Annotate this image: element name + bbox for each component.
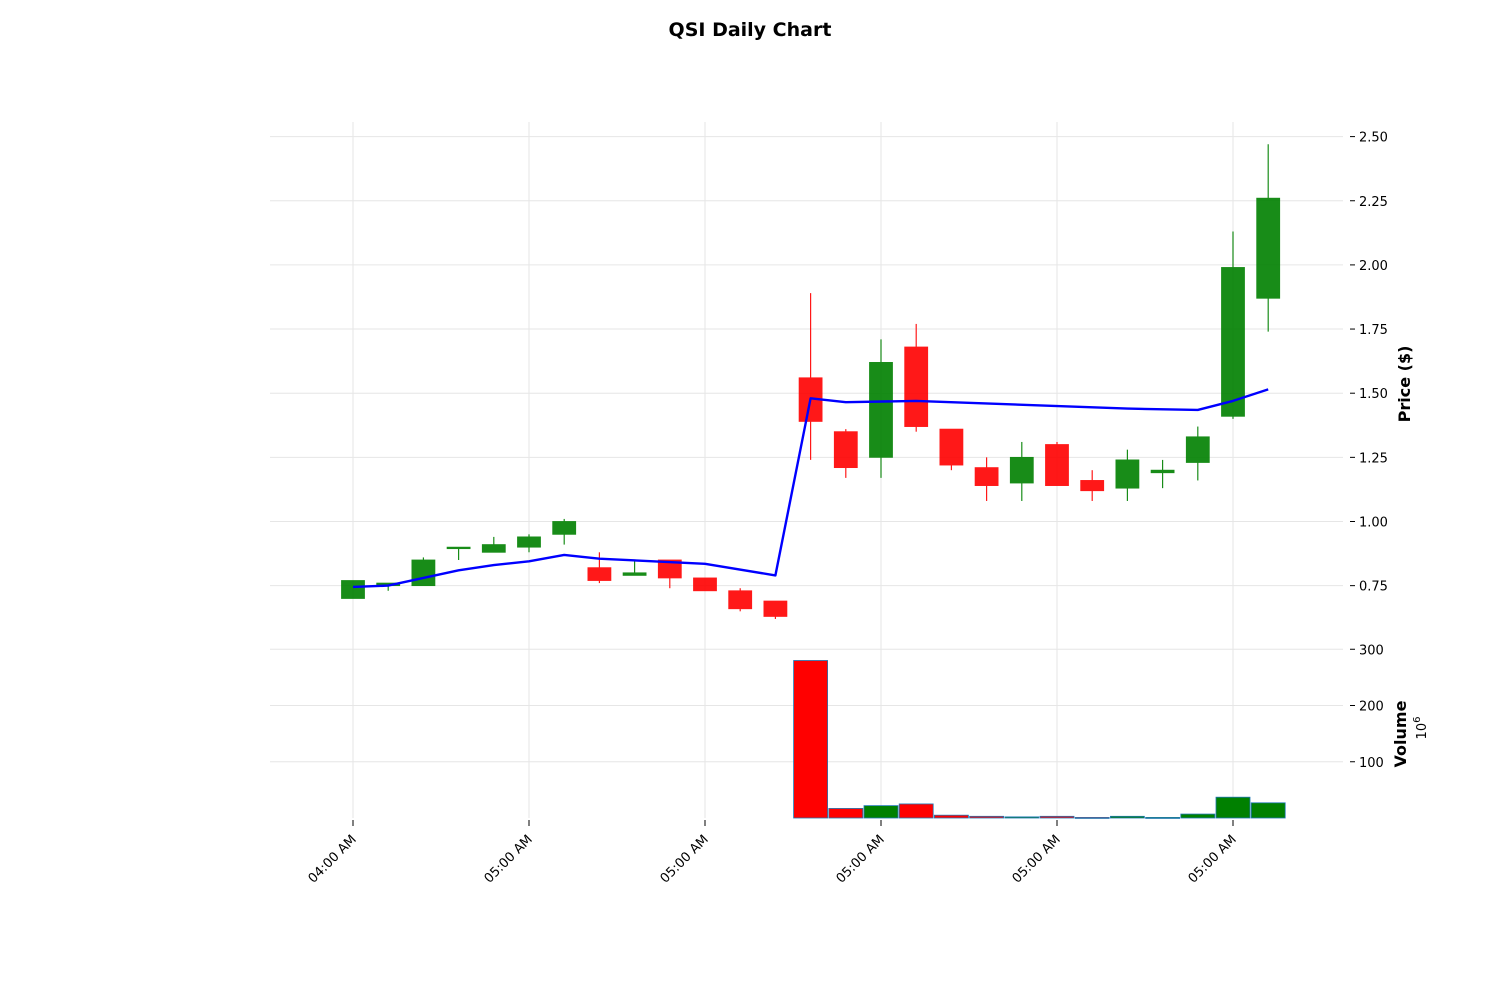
- price-tick-label: 1.25: [1359, 451, 1388, 466]
- volume-tick-label: 200: [1359, 700, 1384, 715]
- x-tick-label: 05:00 AM: [1186, 832, 1240, 886]
- candle-up: [1221, 231, 1245, 419]
- candle-down: [657, 559, 682, 589]
- candle-down: [939, 428, 964, 471]
- x-tick-label: 05:00 AM: [482, 832, 536, 886]
- candle-down: [1080, 470, 1105, 501]
- volume-bar: [1074, 817, 1110, 819]
- candle-up: [1115, 449, 1140, 501]
- volume-bar: [793, 660, 828, 819]
- candle-body: [1150, 469, 1175, 474]
- volume-tick-label: 300: [1359, 643, 1384, 658]
- volume-bar: [1039, 815, 1075, 819]
- volume-tick-label: 100: [1359, 756, 1384, 771]
- candle-body: [974, 467, 999, 486]
- price-tick-label: 1.00: [1359, 516, 1388, 531]
- candle-body: [587, 567, 612, 581]
- candle-body: [939, 428, 964, 466]
- candle-up: [411, 557, 436, 587]
- candle-body: [1080, 480, 1105, 492]
- candle-body: [1045, 444, 1069, 486]
- volume-bar: [898, 803, 934, 819]
- price-axis: 0.75 1.00 1.25 1.50 1.75 2.00 2.25 2.50: [1350, 131, 1388, 595]
- candle-body: [622, 572, 647, 576]
- moving-average-line: [352, 388, 1269, 589]
- candle-up: [869, 339, 893, 478]
- candle-up: [1009, 441, 1034, 501]
- volume-bar: [828, 808, 864, 819]
- candle-body: [446, 546, 471, 550]
- candle-up: [1150, 459, 1175, 489]
- volume-bar: [863, 805, 899, 819]
- candle-down: [904, 323, 929, 432]
- candle-down: [833, 429, 858, 478]
- candle-body: [411, 559, 436, 587]
- candle-body: [693, 577, 717, 592]
- price-tick-label: 2.50: [1359, 131, 1388, 146]
- candle-body: [552, 521, 577, 535]
- x-tick-label: 05:00 AM: [834, 832, 888, 886]
- volume-axis-title: Volume: [1391, 700, 1410, 767]
- candle-up: [481, 536, 506, 553]
- candle-body: [1221, 267, 1245, 417]
- candle-down: [974, 457, 999, 501]
- volume-bars-layer: [793, 660, 1286, 819]
- candle-body: [728, 590, 753, 610]
- candle-body: [763, 600, 788, 617]
- candle-down: [728, 588, 753, 612]
- candle-up: [341, 580, 365, 599]
- volume-bar: [1110, 815, 1145, 819]
- candle-up: [1256, 144, 1281, 332]
- candle-down: [693, 577, 717, 592]
- volume-bar: [969, 815, 1004, 819]
- x-tick-label: 04:00 AM: [306, 832, 360, 886]
- price-tick-label: 2.25: [1359, 195, 1388, 210]
- candles-layer: [341, 144, 1281, 620]
- chart-title: QSI Daily Chart: [669, 19, 832, 41]
- candle-up: [446, 546, 471, 560]
- candle-body: [517, 536, 541, 548]
- candle-body: [481, 544, 506, 553]
- candle-body: [341, 580, 365, 599]
- volume-bar: [1215, 796, 1251, 819]
- x-axis: 04:00 AM 05:00 AM 05:00 AM 05:00 AM 05:00 AM…: [306, 820, 1240, 886]
- candle-body: [904, 346, 929, 427]
- volume-bar: [1004, 816, 1040, 819]
- candle-up: [517, 534, 541, 553]
- candle-down: [763, 600, 788, 620]
- price-tick-label: 1.50: [1359, 387, 1388, 402]
- price-axis-title: Price ($): [1395, 346, 1414, 423]
- price-tick-label: 0.75: [1359, 580, 1388, 595]
- price-tick-label: 2.00: [1359, 259, 1388, 274]
- candle-body: [657, 559, 682, 579]
- candle-down: [1045, 441, 1069, 486]
- candle-body: [1256, 197, 1281, 299]
- volume-bar: [934, 814, 969, 819]
- candle-body: [1185, 436, 1210, 463]
- volume-bar: [1250, 802, 1286, 819]
- volume-axis: 100 200 300: [1350, 643, 1384, 771]
- candle-down: [587, 552, 612, 584]
- moving-average-layer: [352, 388, 1269, 589]
- price-tick-label: 1.75: [1359, 323, 1388, 338]
- candle-up: [552, 518, 577, 545]
- candle-body: [869, 362, 893, 458]
- x-tick-label: 05:00 AM: [1010, 832, 1064, 886]
- candle-up: [622, 559, 647, 576]
- volume-bar: [1145, 817, 1180, 819]
- x-tick-label: 05:00 AM: [658, 832, 712, 886]
- candle-up: [1185, 426, 1210, 481]
- candle-body: [1115, 459, 1140, 489]
- candle-body: [833, 431, 858, 469]
- candle-body: [1009, 456, 1034, 484]
- volume-bar: [1180, 813, 1216, 819]
- volume-exponent-label: 106: [1412, 717, 1430, 740]
